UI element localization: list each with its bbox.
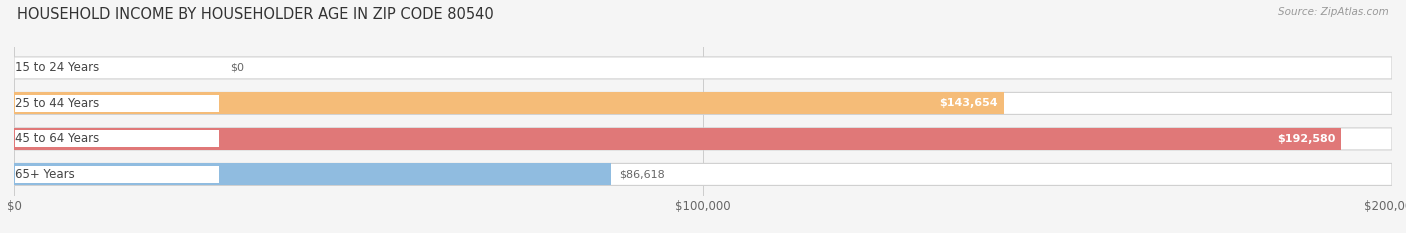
Bar xyxy=(14,57,1392,79)
Bar xyxy=(14,128,1341,150)
Bar xyxy=(14,128,1392,150)
Bar xyxy=(14,163,1392,185)
Bar xyxy=(15,130,219,147)
Bar xyxy=(14,93,1392,114)
Text: $192,580: $192,580 xyxy=(1277,134,1336,144)
Text: $0: $0 xyxy=(231,63,245,73)
Bar xyxy=(15,166,219,183)
Text: 45 to 64 Years: 45 to 64 Years xyxy=(15,132,100,145)
Text: 25 to 44 Years: 25 to 44 Years xyxy=(15,97,100,110)
Bar xyxy=(15,59,219,76)
Bar xyxy=(15,95,219,112)
Bar xyxy=(14,163,610,185)
Bar xyxy=(14,93,1004,114)
Text: HOUSEHOLD INCOME BY HOUSEHOLDER AGE IN ZIP CODE 80540: HOUSEHOLD INCOME BY HOUSEHOLDER AGE IN Z… xyxy=(17,7,494,22)
Text: 65+ Years: 65+ Years xyxy=(15,168,75,181)
Text: Source: ZipAtlas.com: Source: ZipAtlas.com xyxy=(1278,7,1389,17)
Text: 15 to 24 Years: 15 to 24 Years xyxy=(15,62,100,74)
Text: $143,654: $143,654 xyxy=(939,98,998,108)
Text: $86,618: $86,618 xyxy=(619,169,665,179)
